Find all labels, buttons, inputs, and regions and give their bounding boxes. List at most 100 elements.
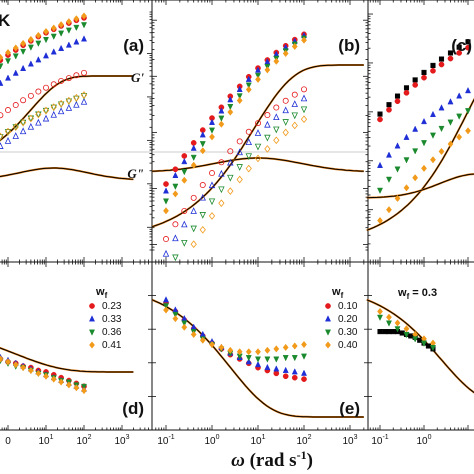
data-point-open bbox=[35, 118, 42, 126]
data-point bbox=[386, 106, 392, 113]
data-point bbox=[421, 164, 427, 172]
corner-label: K bbox=[0, 11, 11, 30]
data-point bbox=[73, 15, 80, 23]
data-point bbox=[264, 346, 271, 354]
data-point-open bbox=[172, 254, 179, 262]
legend-entry: 0.40 bbox=[338, 340, 358, 351]
data-point bbox=[20, 39, 27, 48]
data-point bbox=[245, 85, 252, 94]
data-point bbox=[385, 320, 392, 327]
data-point bbox=[199, 147, 206, 155]
data-point bbox=[43, 37, 49, 44]
data-point bbox=[264, 66, 271, 74]
data-point bbox=[255, 75, 261, 83]
panel-d: (d) wf0.23 0.33 0.36 0.41 bbox=[0, 261, 153, 431]
data-point bbox=[245, 348, 252, 356]
data-point-open bbox=[172, 221, 179, 228]
data-point-open bbox=[282, 106, 289, 114]
data-point bbox=[377, 329, 383, 335]
data-point bbox=[301, 369, 307, 376]
data-point bbox=[390, 329, 396, 335]
data-point-open bbox=[227, 187, 234, 195]
data-point-open bbox=[199, 212, 207, 219]
data-point-open bbox=[300, 115, 308, 124]
data-point bbox=[209, 133, 215, 141]
data-point-open bbox=[65, 96, 72, 105]
data-point-open bbox=[236, 148, 243, 156]
fit-curve-gdoubleprime bbox=[152, 157, 364, 172]
legend-marker bbox=[89, 329, 95, 336]
data-point-open bbox=[35, 88, 42, 95]
legend-entry: 0.10 bbox=[338, 301, 358, 312]
data-point bbox=[273, 370, 280, 377]
data-point-open bbox=[27, 114, 34, 123]
data-point bbox=[5, 48, 11, 57]
data-point-open bbox=[300, 106, 308, 114]
data-point bbox=[421, 340, 427, 347]
data-point-open bbox=[254, 143, 262, 151]
data-point bbox=[218, 120, 225, 128]
data-point bbox=[438, 61, 445, 68]
data-point bbox=[172, 190, 179, 198]
data-point bbox=[35, 40, 42, 47]
data-point-open bbox=[181, 207, 188, 214]
data-point-open bbox=[199, 182, 206, 189]
data-point bbox=[377, 187, 383, 195]
panel-label: (e) bbox=[339, 399, 360, 418]
data-point bbox=[394, 98, 401, 105]
data-point bbox=[163, 303, 169, 310]
data-point-open bbox=[291, 91, 298, 98]
data-point bbox=[12, 69, 19, 76]
data-point-open bbox=[27, 122, 35, 130]
panel-label: (c) bbox=[451, 36, 472, 55]
data-point bbox=[20, 364, 27, 372]
data-point-open bbox=[208, 170, 215, 177]
data-point bbox=[65, 18, 72, 26]
data-point bbox=[163, 296, 169, 303]
data-point bbox=[5, 358, 11, 366]
data-point bbox=[81, 22, 87, 29]
data-point bbox=[291, 42, 298, 51]
data-point-open bbox=[20, 118, 27, 127]
data-point-open bbox=[19, 127, 27, 135]
data-point bbox=[447, 50, 454, 56]
data-point bbox=[27, 60, 34, 67]
data-point bbox=[273, 345, 280, 353]
data-point-open bbox=[58, 77, 65, 84]
data-point bbox=[12, 361, 19, 369]
data-point-open bbox=[50, 110, 57, 118]
data-point-open bbox=[19, 119, 27, 127]
fit-curve-gprime bbox=[0, 75, 134, 141]
data-point bbox=[282, 49, 289, 58]
data-point bbox=[429, 132, 436, 139]
data-point bbox=[73, 384, 80, 392]
data-point bbox=[465, 39, 471, 45]
data-point bbox=[50, 48, 57, 55]
data-point bbox=[0, 63, 4, 70]
data-point-open bbox=[245, 153, 253, 161]
data-point bbox=[163, 306, 169, 314]
data-point bbox=[50, 375, 57, 383]
data-point bbox=[438, 56, 445, 62]
data-point-open bbox=[282, 119, 289, 126]
data-point bbox=[172, 183, 179, 190]
data-point bbox=[385, 176, 392, 183]
data-point bbox=[73, 24, 80, 32]
data-point bbox=[190, 154, 197, 162]
legend-title: wf bbox=[331, 286, 344, 300]
data-point-open bbox=[80, 97, 88, 105]
data-point bbox=[264, 356, 271, 363]
data-point bbox=[50, 33, 57, 40]
data-point-open bbox=[245, 164, 252, 173]
data-point bbox=[377, 161, 383, 168]
data-point-open bbox=[199, 193, 207, 201]
legend-marker bbox=[89, 341, 95, 349]
data-point bbox=[35, 56, 42, 63]
data-point-open bbox=[42, 107, 50, 115]
data-point bbox=[438, 147, 445, 156]
data-point bbox=[282, 373, 289, 380]
data-point-open bbox=[4, 127, 12, 136]
data-point-open bbox=[227, 174, 234, 182]
panel-label: (b) bbox=[338, 36, 360, 55]
data-point-open bbox=[264, 145, 271, 153]
